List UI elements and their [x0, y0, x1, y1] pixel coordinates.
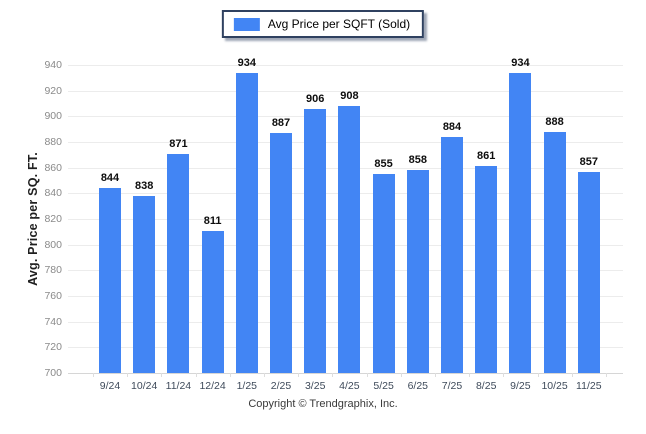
x-tick-label: 2/25	[270, 380, 292, 392]
bar	[201, 230, 224, 373]
x-tick-label: 5/25	[373, 380, 394, 392]
bar-value-label: 908	[340, 90, 359, 103]
bar	[441, 136, 463, 373]
axis-tick	[161, 373, 163, 377]
x-tick-label: 12/24	[199, 380, 226, 392]
x-tick-label: 3/25	[304, 380, 326, 392]
axis-tick	[605, 373, 607, 377]
bar	[406, 170, 429, 373]
axis-tick	[263, 373, 265, 377]
y-tick-label: 940	[44, 59, 62, 71]
bar	[475, 166, 498, 373]
y-tick-label: 900	[44, 110, 62, 123]
axis-tick	[92, 373, 94, 377]
x-tick-label: 7/25	[441, 380, 463, 392]
bar-value-label: 844	[100, 172, 120, 185]
x-tick-label: 11/25	[576, 380, 602, 392]
y-tick-label: 740	[44, 315, 62, 328]
axis-tick	[434, 373, 436, 377]
bar	[338, 106, 361, 373]
x-tick-label: 11/24	[165, 380, 192, 392]
bar-value-label: 857	[579, 155, 598, 168]
bar	[509, 72, 532, 373]
x-tick-label: 10/24	[131, 380, 158, 392]
legend-label: Avg Price per SQFT (Sold)	[267, 17, 411, 31]
y-tick-label: 840	[44, 187, 62, 200]
y-tick-label: 880	[44, 136, 62, 148]
x-tick-label: 9/24	[99, 380, 121, 392]
y-tick-label: 700	[44, 367, 62, 379]
axis-tick	[366, 373, 368, 377]
bar	[372, 174, 395, 373]
axis-tick	[195, 373, 197, 377]
axis-tick	[229, 373, 231, 377]
legend-swatch-icon	[233, 17, 260, 31]
y-tick-label: 860	[44, 161, 62, 174]
bar-value-label: 871	[169, 137, 188, 150]
bar-value-label: 838	[135, 179, 154, 192]
bar-value-label: 888	[545, 115, 564, 128]
x-tick-label: 1/25	[236, 380, 258, 392]
axis-tick	[503, 373, 505, 377]
x-tick-label: 4/25	[339, 380, 360, 392]
bar-value-label: 934	[237, 56, 256, 69]
chart-legend: Avg Price per SQFT (Sold)	[221, 10, 425, 38]
x-tick-label: 6/25	[407, 380, 429, 392]
bar	[270, 133, 292, 373]
axis-tick	[537, 373, 539, 377]
gridline	[68, 373, 623, 374]
bar-value-label: 906	[306, 92, 325, 105]
axis-tick	[469, 373, 471, 377]
axis-tick	[571, 373, 573, 377]
axis-tick	[332, 373, 334, 377]
axis-tick	[400, 373, 402, 377]
bar-value-label: 861	[477, 150, 496, 163]
y-tick-label: 720	[44, 341, 62, 354]
y-tick-label: 920	[44, 84, 62, 97]
x-tick-label: 8/25	[475, 380, 497, 392]
bar-value-label: 884	[442, 120, 462, 133]
x-tick-label: 10/25	[541, 380, 568, 392]
y-tick-label: 760	[44, 290, 62, 302]
y-tick-label: 820	[44, 213, 62, 225]
gridline	[68, 65, 623, 66]
bar	[543, 131, 566, 373]
axis-tick	[127, 373, 129, 377]
copyright-text: Copyright © Trendgraphix, Inc.	[248, 398, 398, 410]
bar	[133, 195, 156, 373]
gridline	[68, 90, 623, 92]
bar	[167, 153, 190, 373]
bar-value-label: 855	[374, 158, 393, 171]
bar	[235, 72, 258, 373]
y-tick-label: 780	[44, 264, 62, 277]
bar-value-label: 811	[203, 214, 222, 227]
x-tick-label: 9/25	[510, 380, 531, 392]
bar	[577, 171, 600, 373]
bar	[304, 108, 327, 373]
bar-value-label: 887	[271, 117, 291, 130]
bar	[99, 188, 121, 373]
bar-value-label: 858	[408, 154, 427, 167]
y-tick-label: 800	[44, 238, 62, 251]
bar-value-label: 934	[511, 56, 530, 69]
axis-tick	[298, 373, 300, 377]
